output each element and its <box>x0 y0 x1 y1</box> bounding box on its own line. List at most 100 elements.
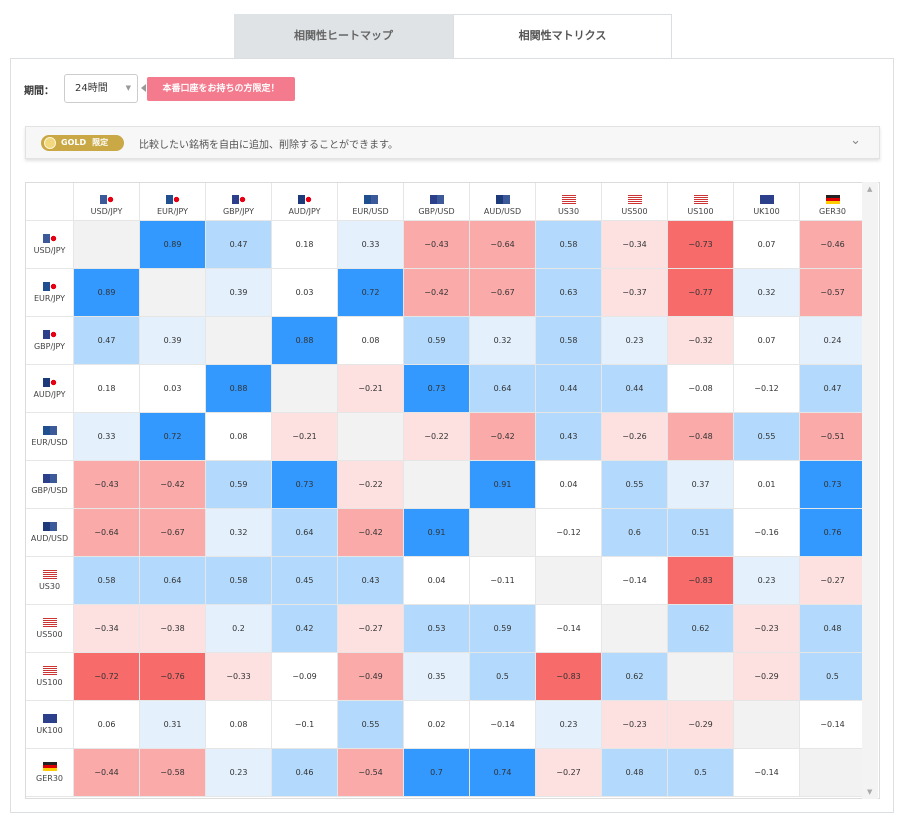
correlation-cell[interactable]: 0.01 <box>734 461 800 509</box>
correlation-cell[interactable]: 0.62 <box>602 653 668 701</box>
correlation-cell[interactable]: 0.5 <box>800 653 866 701</box>
correlation-cell[interactable]: −0.21 <box>338 365 404 413</box>
scroll-down-icon[interactable]: ▼ <box>867 788 873 796</box>
correlation-cell[interactable]: 0.39 <box>206 269 272 317</box>
correlation-cell[interactable]: 0.5 <box>668 749 734 797</box>
correlation-cell[interactable]: 0.48 <box>602 749 668 797</box>
correlation-cell[interactable]: −0.58 <box>140 749 206 797</box>
correlation-cell[interactable]: 0.47 <box>206 221 272 269</box>
correlation-cell[interactable]: 0.58 <box>536 221 602 269</box>
correlation-cell[interactable]: 0.89 <box>74 269 140 317</box>
correlation-cell[interactable]: −0.14 <box>602 557 668 605</box>
correlation-cell[interactable]: −0.21 <box>272 413 338 461</box>
correlation-cell[interactable]: 0.76 <box>800 509 866 557</box>
correlation-cell[interactable]: −0.14 <box>800 701 866 749</box>
correlation-cell[interactable]: −0.09 <box>272 653 338 701</box>
correlation-cell[interactable]: 0.64 <box>470 365 536 413</box>
correlation-cell[interactable]: −0.1 <box>272 701 338 749</box>
correlation-cell[interactable]: −0.57 <box>800 269 866 317</box>
correlation-cell[interactable]: 0.5 <box>470 653 536 701</box>
correlation-cell[interactable]: 0.39 <box>140 317 206 365</box>
correlation-cell[interactable]: 0.89 <box>140 221 206 269</box>
correlation-cell[interactable]: 0.02 <box>404 701 470 749</box>
scroll-up-icon[interactable]: ▲ <box>867 185 873 193</box>
correlation-cell[interactable]: 0.33 <box>338 221 404 269</box>
correlation-cell[interactable]: 0.51 <box>668 509 734 557</box>
correlation-cell[interactable]: −0.42 <box>140 461 206 509</box>
correlation-cell[interactable]: 0.55 <box>338 701 404 749</box>
correlation-cell[interactable]: 0.88 <box>272 317 338 365</box>
correlation-cell[interactable]: 0.24 <box>800 317 866 365</box>
correlation-cell[interactable]: 0.42 <box>272 605 338 653</box>
correlation-cell[interactable]: −0.73 <box>668 221 734 269</box>
correlation-cell[interactable]: −0.83 <box>536 653 602 701</box>
correlation-cell[interactable]: −0.12 <box>734 365 800 413</box>
correlation-cell[interactable]: −0.76 <box>140 653 206 701</box>
correlation-cell[interactable]: 0.58 <box>206 557 272 605</box>
correlation-cell[interactable]: −0.27 <box>536 749 602 797</box>
correlation-cell[interactable]: 0.08 <box>338 317 404 365</box>
correlation-cell[interactable]: 0.18 <box>74 365 140 413</box>
correlation-cell[interactable]: 0.43 <box>536 413 602 461</box>
correlation-cell[interactable]: 0.47 <box>74 317 140 365</box>
correlation-cell[interactable]: 0.91 <box>404 509 470 557</box>
correlation-cell[interactable]: −0.11 <box>470 557 536 605</box>
correlation-cell[interactable]: 0.73 <box>404 365 470 413</box>
correlation-cell[interactable]: −0.43 <box>404 221 470 269</box>
correlation-cell[interactable]: 0.47 <box>800 365 866 413</box>
tab-heatmap[interactable]: 相関性ヒートマップ <box>234 14 453 59</box>
correlation-cell[interactable]: 0.7 <box>404 749 470 797</box>
correlation-cell[interactable]: 0.07 <box>734 221 800 269</box>
correlation-cell[interactable]: 0.59 <box>206 461 272 509</box>
correlation-cell[interactable]: −0.12 <box>536 509 602 557</box>
correlation-cell[interactable]: 0.62 <box>668 605 734 653</box>
correlation-cell[interactable]: 0.07 <box>734 317 800 365</box>
correlation-cell[interactable]: −0.29 <box>668 701 734 749</box>
correlation-cell[interactable]: 0.23 <box>602 317 668 365</box>
correlation-cell[interactable]: −0.72 <box>74 653 140 701</box>
correlation-cell[interactable]: 0.55 <box>602 461 668 509</box>
correlation-cell[interactable]: 0.32 <box>734 269 800 317</box>
correlation-cell[interactable]: −0.83 <box>668 557 734 605</box>
correlation-cell[interactable]: 0.88 <box>206 365 272 413</box>
correlation-cell[interactable]: −0.33 <box>206 653 272 701</box>
tab-matrix[interactable]: 相関性マトリクス <box>453 14 672 60</box>
correlation-cell[interactable]: −0.42 <box>338 509 404 557</box>
correlation-cell[interactable]: −0.54 <box>338 749 404 797</box>
correlation-cell[interactable]: 0.08 <box>206 701 272 749</box>
correlation-cell[interactable]: −0.38 <box>140 605 206 653</box>
correlation-cell[interactable]: 0.44 <box>602 365 668 413</box>
correlation-cell[interactable]: 0.74 <box>470 749 536 797</box>
correlation-cell[interactable]: −0.64 <box>74 509 140 557</box>
correlation-cell[interactable]: −0.44 <box>74 749 140 797</box>
correlation-cell[interactable]: −0.08 <box>668 365 734 413</box>
gold-feature-bar[interactable]: GOLD 限定 比較したい銘柄を自由に追加、削除することができます。 ⌄ <box>25 126 880 159</box>
correlation-cell[interactable]: −0.23 <box>734 605 800 653</box>
correlation-cell[interactable]: 0.72 <box>338 269 404 317</box>
correlation-cell[interactable]: 0.6 <box>602 509 668 557</box>
correlation-cell[interactable]: −0.43 <box>74 461 140 509</box>
correlation-cell[interactable]: −0.27 <box>338 605 404 653</box>
correlation-cell[interactable]: 0.37 <box>668 461 734 509</box>
correlation-cell[interactable]: −0.14 <box>536 605 602 653</box>
correlation-cell[interactable]: 0.23 <box>536 701 602 749</box>
correlation-cell[interactable]: −0.16 <box>734 509 800 557</box>
correlation-cell[interactable]: 0.58 <box>536 317 602 365</box>
correlation-cell[interactable]: −0.27 <box>800 557 866 605</box>
correlation-cell[interactable]: 0.33 <box>74 413 140 461</box>
correlation-cell[interactable]: 0.53 <box>404 605 470 653</box>
correlation-cell[interactable]: 0.63 <box>536 269 602 317</box>
correlation-cell[interactable]: −0.37 <box>602 269 668 317</box>
correlation-cell[interactable]: 0.73 <box>272 461 338 509</box>
correlation-cell[interactable]: −0.22 <box>404 413 470 461</box>
correlation-cell[interactable]: 0.31 <box>140 701 206 749</box>
correlation-cell[interactable]: 0.59 <box>404 317 470 365</box>
period-select[interactable]: 24時間 ▼ <box>64 74 138 103</box>
correlation-cell[interactable]: 0.23 <box>734 557 800 605</box>
correlation-cell[interactable]: 0.43 <box>338 557 404 605</box>
correlation-cell[interactable]: −0.64 <box>470 221 536 269</box>
correlation-cell[interactable]: −0.42 <box>470 413 536 461</box>
correlation-cell[interactable]: 0.04 <box>536 461 602 509</box>
correlation-cell[interactable]: 0.73 <box>800 461 866 509</box>
correlation-cell[interactable]: −0.22 <box>338 461 404 509</box>
